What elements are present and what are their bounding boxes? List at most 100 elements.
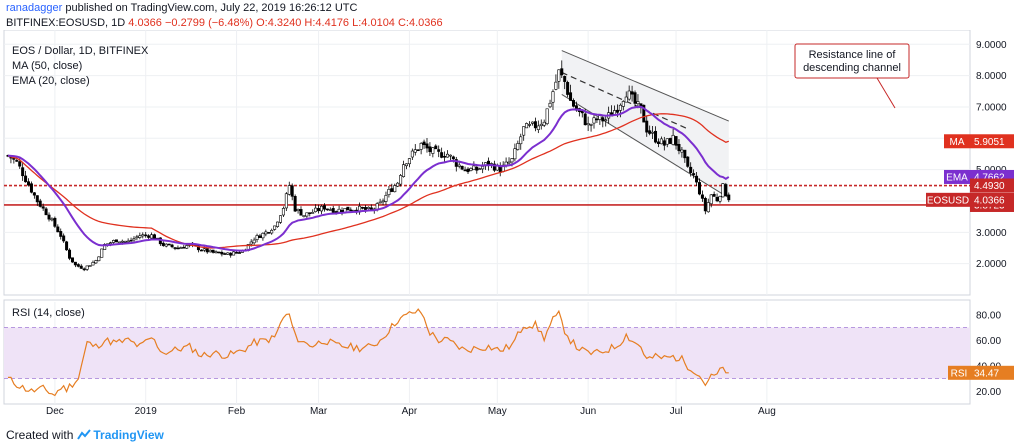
candle-body[interactable] [293,196,297,212]
candle-body[interactable] [542,121,546,126]
candle-body[interactable] [525,123,529,129]
candle-body[interactable] [648,130,652,134]
candle-body[interactable] [100,248,104,258]
candle-body[interactable] [308,212,312,214]
candle-body[interactable] [317,208,321,212]
candle-body[interactable] [536,125,540,130]
candle-body[interactable] [270,230,274,234]
candle-body[interactable] [598,115,602,120]
candle-body[interactable] [44,208,48,216]
candle-body[interactable] [472,165,476,171]
candle-body[interactable] [680,149,684,153]
candle-body[interactable] [528,124,532,126]
candle-body[interactable] [548,102,552,108]
candle-body[interactable] [451,156,455,160]
price-chart-svg[interactable]: 2.00003.00004.00005.00006.00007.00008.00… [0,30,1024,420]
candle-body[interactable] [689,166,693,173]
candle-body[interactable] [595,118,599,121]
candle-body[interactable] [170,244,174,248]
candle-body[interactable] [659,138,663,145]
candle-body[interactable] [50,218,54,221]
candle-body[interactable] [337,208,341,213]
rsi-line[interactable] [7,308,729,397]
candle-body[interactable] [563,76,567,82]
candle-body[interactable] [302,215,306,217]
candle-body[interactable] [255,235,259,240]
candle-body[interactable] [311,212,315,214]
candle-body[interactable] [440,152,444,158]
candle-body[interactable] [539,123,543,127]
candle-body[interactable] [237,252,241,254]
candle-body[interactable] [445,153,449,158]
candle-body[interactable] [296,208,300,211]
candle-body[interactable] [697,182,701,195]
candle-body[interactable] [419,143,423,150]
candle-body[interactable] [32,192,36,196]
candle-body[interactable] [586,123,590,126]
candle-body[interactable] [510,158,514,163]
candle-body[interactable] [677,143,681,152]
candle-body[interactable] [65,241,69,251]
tradingview-brand[interactable]: TradingView [93,428,164,442]
channel-upper-line[interactable] [561,50,729,122]
legend-ma[interactable]: MA (50, close) [12,60,83,72]
candle-body[interactable] [601,117,605,122]
candle-body[interactable] [179,247,183,249]
candle-body[interactable] [665,138,669,145]
candle-body[interactable] [431,147,435,154]
legend-ema[interactable]: EMA (20, close) [12,75,90,87]
candle-body[interactable] [425,143,429,149]
candle-body[interactable] [402,164,406,177]
candle-body[interactable] [267,232,271,234]
candle-body[interactable] [205,248,209,253]
candle-body[interactable] [132,238,136,241]
candle-body[interactable] [150,234,154,239]
candle-body[interactable] [325,208,329,211]
candle-body[interactable] [630,91,634,95]
candle-body[interactable] [208,249,212,253]
candle-body[interactable] [361,207,365,209]
candle-body[interactable] [627,90,631,100]
candle-body[interactable] [454,159,458,167]
candle-body[interactable] [592,117,596,124]
candle-body[interactable] [94,260,98,264]
candle-body[interactable] [144,234,148,237]
candle-body[interactable] [278,215,282,223]
candle-body[interactable] [633,92,637,104]
candle-body[interactable] [138,235,142,238]
candle-body[interactable] [390,188,394,192]
candle-body[interactable] [334,211,338,213]
candle-body[interactable] [79,265,83,269]
candle-body[interactable] [381,200,385,203]
candle-body[interactable] [407,158,411,165]
candle-body[interactable] [589,124,593,126]
candle-body[interactable] [457,164,461,167]
candle-body[interactable] [182,246,186,249]
candle-body[interactable] [56,226,60,233]
candle-body[interactable] [416,149,420,152]
candle-body[interactable] [276,221,280,227]
candle-body[interactable] [443,155,447,158]
candle-body[interactable] [668,138,672,144]
candle-body[interactable] [167,243,171,246]
candle-body[interactable] [12,158,16,160]
candle-body[interactable] [709,194,713,205]
candle-body[interactable] [82,268,86,271]
candle-body[interactable] [320,205,324,212]
candle-body[interactable] [724,184,728,197]
candle-body[interactable] [281,208,285,216]
candle-body[interactable] [349,209,353,212]
candle-body[interactable] [469,168,473,171]
candle-body[interactable] [463,169,467,172]
candle-body[interactable] [290,185,294,197]
candle-body[interactable] [363,207,367,210]
candle-body[interactable] [284,193,288,209]
candle-body[interactable] [530,121,534,124]
candle-body[interactable] [703,198,707,212]
candle-body[interactable] [413,149,417,153]
candle-body[interactable] [507,161,511,164]
candle-body[interactable] [249,241,253,245]
candle-body[interactable] [671,134,675,145]
candle-body[interactable] [47,214,51,220]
candle-body[interactable] [721,183,725,198]
